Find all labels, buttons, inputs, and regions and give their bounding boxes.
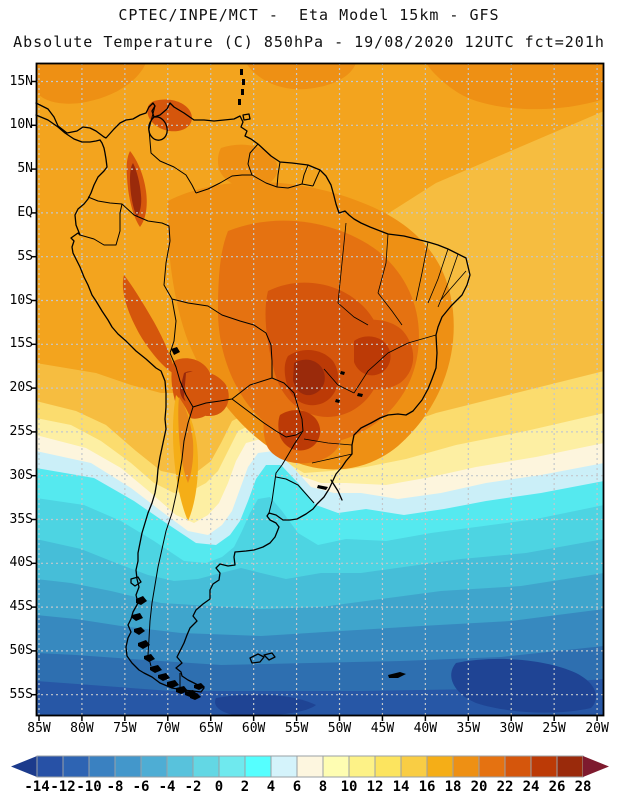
lat-label-35S: 35S [9, 511, 33, 527]
map-frame [35, 62, 605, 717]
lat-label-5S: 5S [17, 248, 33, 264]
colorbar-cell [530, 755, 558, 778]
colorbar [11, 755, 609, 778]
colorbar-tick-18: 18 [444, 779, 462, 795]
colorbar-tick--4: -4 [158, 779, 176, 795]
country-borders [79, 105, 321, 691]
colorbar-tick-24: 24 [522, 779, 540, 795]
colorbar-tick-8: 8 [318, 779, 328, 795]
colorbar-cell [400, 755, 428, 778]
lat-label-20S: 20S [9, 380, 33, 396]
colorbar-cell [348, 755, 376, 778]
colorbar-tick-14: 14 [392, 779, 410, 795]
colorbar-arrow-right [583, 756, 609, 777]
lon-label-25W: 25W [542, 721, 566, 736]
colorbar-cell [426, 755, 454, 778]
colorbar-cell [140, 755, 168, 778]
graticule-grid [36, 63, 604, 716]
colorbar-cell [556, 755, 584, 778]
colorbar-tick-12: 12 [366, 779, 384, 795]
map-area [31, 62, 605, 721]
lat-label-EQ: EQ [17, 204, 33, 220]
lat-label-15S: 15S [9, 336, 33, 352]
lon-label-80W: 80W [70, 721, 94, 736]
lon-label-85W: 85W [27, 721, 51, 736]
lon-label-30W: 30W [499, 721, 523, 736]
lat-label-40S: 40S [9, 555, 33, 571]
colorbar-cell [36, 755, 64, 778]
colorbar-cell [114, 755, 142, 778]
colorbar-cell [88, 755, 116, 778]
colorbar-tick-2: 2 [240, 779, 250, 795]
colorbar-tick-22: 22 [496, 779, 514, 795]
colorbar-tick-0: 0 [214, 779, 224, 795]
lat-label-30S: 30S [9, 467, 33, 483]
colorbar-cell [296, 755, 324, 778]
colorbar-cell [452, 755, 480, 778]
colorbar-tick--8: -8 [106, 779, 124, 795]
colorbar-arrow-left [11, 756, 37, 777]
lat-label-25S: 25S [9, 423, 33, 439]
state-borders [303, 222, 467, 464]
lon-label-65W: 65W [198, 721, 223, 736]
lon-label-20W: 20W [585, 721, 609, 736]
colorbar-tick-20: 20 [470, 779, 488, 795]
colorbar-tick--2: -2 [184, 779, 202, 795]
lon-label-60W: 60W [241, 721, 266, 736]
lat-label-10S: 10S [9, 292, 33, 308]
colorbar-cell [218, 755, 246, 778]
colorbar-cell [192, 755, 220, 778]
lat-label-15N: 15N [9, 73, 33, 89]
fjord-marks [132, 69, 406, 700]
lat-label-45S: 45S [9, 599, 33, 615]
colorbar-tick--10: -10 [76, 779, 102, 795]
colorbar-tick-4: 4 [266, 779, 276, 795]
axis-ticks [31, 80, 598, 721]
lon-label-50W: 50W [327, 721, 352, 736]
lon-label-75W: 75W [113, 721, 137, 736]
colorbar-tick-26: 26 [548, 779, 566, 795]
colorbar-cell [270, 755, 298, 778]
temperature-map [31, 62, 605, 721]
coastlines [35, 102, 471, 693]
colorbar-cell [244, 755, 272, 778]
colorbar-tick--6: -6 [132, 779, 150, 795]
lon-label-40W: 40W [413, 721, 438, 736]
lat-label-50S: 50S [9, 642, 33, 658]
temperature-field [36, 63, 604, 716]
colorbar-tick--14: -14 [24, 779, 50, 795]
lon-label-70W: 70W [156, 721, 180, 736]
colorbar-tick-16: 16 [418, 779, 436, 795]
lat-label-10N: 10N [9, 117, 33, 133]
colorbar-tick--12: -12 [50, 779, 76, 795]
colorbar-cell [166, 755, 194, 778]
colorbar-cell [374, 755, 402, 778]
colorbar-cell [504, 755, 532, 778]
colorbar-tick-6: 6 [292, 779, 302, 795]
colorbar-cell [62, 755, 90, 778]
colorbar-tick-10: 10 [340, 779, 358, 795]
lat-label-55S: 55S [9, 686, 33, 702]
lat-label-5N: 5N [17, 161, 33, 177]
lon-label-35W: 35W [456, 721, 481, 736]
colorbar-tick-28: 28 [574, 779, 592, 795]
colorbar-cell [478, 755, 506, 778]
page-title: CPTEC/INPE/MCT - Eta Model 15km - GFS [118, 6, 500, 24]
colorbar-cell [322, 755, 350, 778]
lon-label-55W: 55W [284, 721, 309, 736]
lon-label-45W: 45W [370, 721, 395, 736]
page-subtitle: Absolute Temperature (C) 850hPa - 19/08/… [13, 33, 605, 51]
